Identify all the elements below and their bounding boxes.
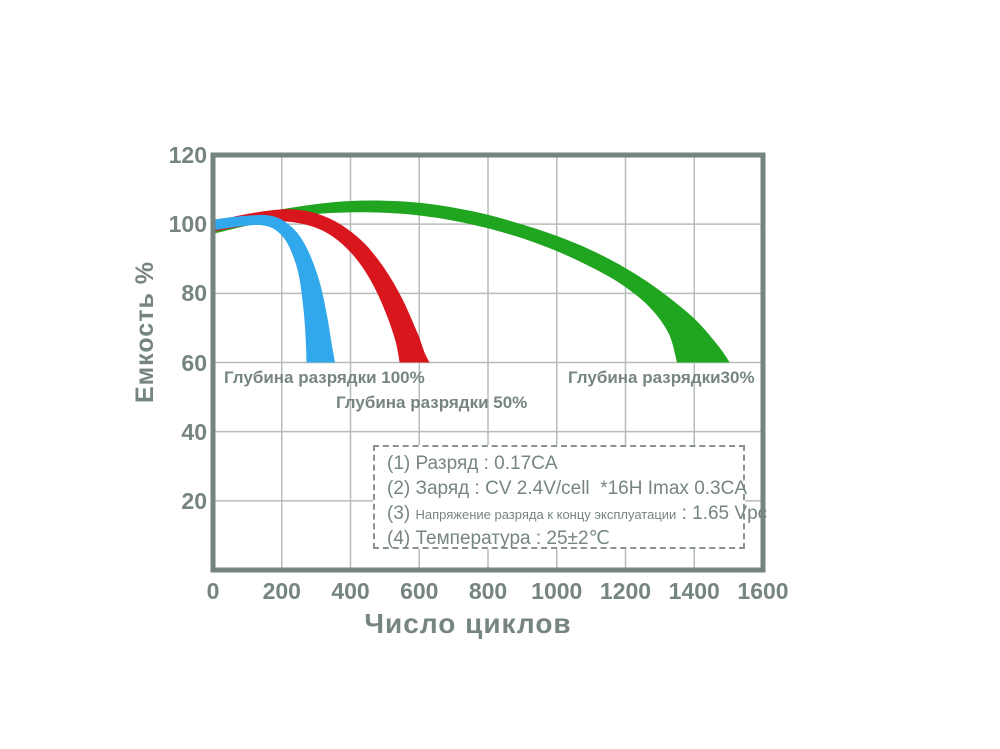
x-tick-label: 400	[331, 578, 370, 604]
y-tick-label: 80	[181, 280, 207, 307]
y-tick-label: 60	[181, 349, 207, 376]
curve-label-dod-50: Глубина разрядки 50%	[336, 393, 528, 412]
x-tick-label: 600	[400, 578, 439, 604]
legend-line-3-num: (3)	[387, 503, 416, 524]
y-tick-label: 120	[168, 142, 207, 168]
legend-line-charge: (2) Заряд : CV 2.4V/cell *16H Imax 0.3CA	[387, 478, 747, 499]
x-axis-title: Число циклов	[364, 608, 572, 639]
test-conditions-box: (1) Разряд : 0.17CA (2) Заряд : CV 2.4V/…	[373, 445, 767, 549]
x-tick-label: 1200	[599, 578, 652, 604]
legend-line-end-voltage: (3) Напряжение разряда к концу эксплуата…	[387, 501, 767, 526]
y-tick-label: 20	[181, 487, 207, 514]
y-axis-title: Емкость %	[131, 261, 159, 403]
y-tick-label: 100	[168, 211, 207, 238]
legend-line-temperature: (4) Температура : 25±2℃	[387, 528, 610, 549]
x-tick-label: 1600	[737, 578, 789, 604]
legend-line-3-text: Напряжение разряда к концу эксплуатации	[415, 507, 677, 522]
x-tick-label: 0	[206, 578, 220, 604]
band-dod-100	[213, 214, 335, 363]
x-tick-label: 1000	[531, 578, 583, 604]
x-tick-label: 200	[262, 578, 301, 604]
legend-line-discharge: (1) Разряд : 0.17CA	[387, 453, 558, 474]
x-tick-label: 800	[468, 578, 508, 604]
curve-label-dod-100: Глубина разрядки 100%	[224, 368, 425, 387]
plot-frame	[210, 152, 766, 573]
legend-line-3-value: : 1.65 Vpc	[676, 503, 768, 524]
x-tick-label: 1400	[668, 578, 720, 604]
y-tick-label: 40	[181, 418, 207, 445]
curve-label-dod-30: Глубина разрядки30%	[568, 368, 755, 387]
